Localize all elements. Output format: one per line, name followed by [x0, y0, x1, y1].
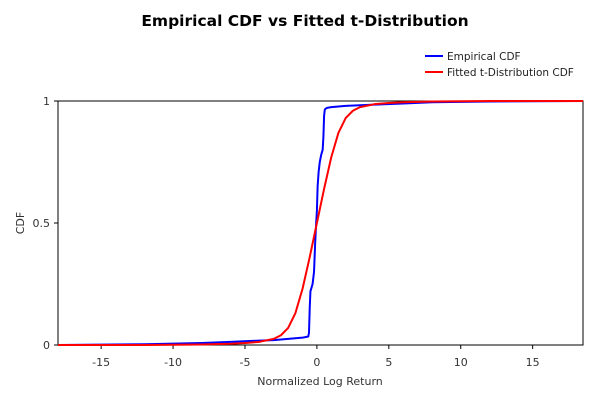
y-axis-label: CDF	[14, 212, 27, 234]
x-axis-label: Normalized Log Return	[257, 375, 383, 388]
x-tick-label: -10	[164, 356, 182, 369]
x-tick-label: 0	[313, 356, 320, 369]
x-tick-label: -5	[240, 356, 251, 369]
x-tick-label: 15	[526, 356, 540, 369]
y-tick-label: 0	[43, 339, 50, 352]
y-tick-label: 0.5	[33, 217, 51, 230]
series-line-empirical-cdf	[57, 100, 584, 346]
x-axis: -15 -10 -5 0 5 10 15	[92, 345, 540, 369]
series-layer	[57, 100, 584, 346]
legend-label-empirical: Empirical CDF	[447, 51, 521, 63]
x-tick-label: -15	[92, 356, 110, 369]
series-line-fitted-t-cdf	[58, 100, 583, 346]
x-tick-label: 5	[385, 356, 392, 369]
x-tick-label: 10	[454, 356, 468, 369]
legend: Empirical CDF Fitted t-Distribution CDF	[425, 51, 574, 79]
y-axis: 00.51	[33, 95, 58, 352]
plot-area-frame	[57, 100, 584, 346]
chart-title: Empirical CDF vs Fitted t-Distribution	[141, 12, 468, 30]
legend-label-fitted: Fitted t-Distribution CDF	[447, 67, 574, 79]
y-tick-label: 1	[43, 95, 50, 108]
